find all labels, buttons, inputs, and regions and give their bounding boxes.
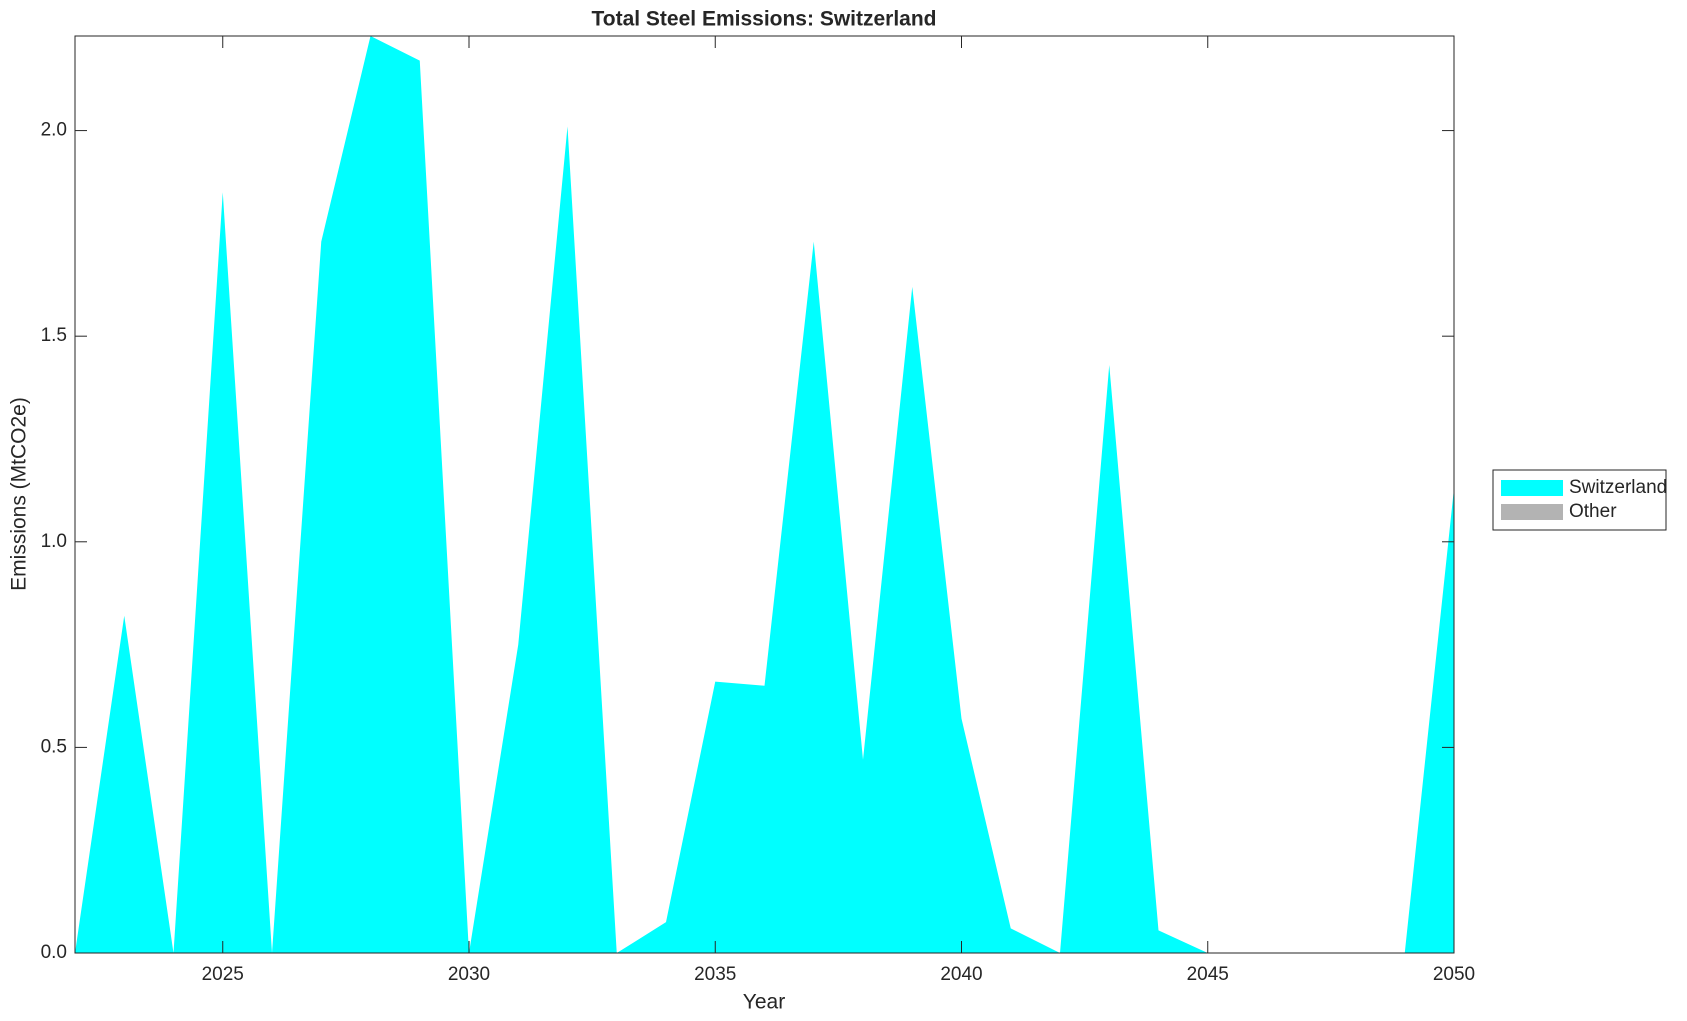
y-tick-label: 0.5 <box>41 736 67 757</box>
legend-swatch <box>1501 504 1563 520</box>
x-tick-label: 2035 <box>694 964 736 985</box>
y-tick-label: 1.0 <box>41 531 67 552</box>
x-tick-label: 2030 <box>448 964 490 985</box>
legend-label: Other <box>1569 501 1617 522</box>
x-tick-label: 2025 <box>202 964 244 985</box>
legend-swatch <box>1501 480 1563 496</box>
y-tick-label: 2.0 <box>41 120 67 141</box>
y-tick-label: 1.5 <box>41 325 67 346</box>
x-axis-label: Year <box>743 991 785 1014</box>
x-tick-label: 2050 <box>1433 964 1475 985</box>
x-tick-label: 2045 <box>1187 964 1229 985</box>
y-tick-label: 0.0 <box>41 942 67 963</box>
area <box>75 36 1454 953</box>
chart-title: Total Steel Emissions: Switzerland <box>591 8 936 31</box>
y-axis-label: Emissions (MtCO2e) <box>8 397 31 591</box>
x-tick-label: 2040 <box>940 964 982 985</box>
plot-frame <box>74 35 1455 954</box>
legend-label: Switzerland <box>1569 477 1667 498</box>
